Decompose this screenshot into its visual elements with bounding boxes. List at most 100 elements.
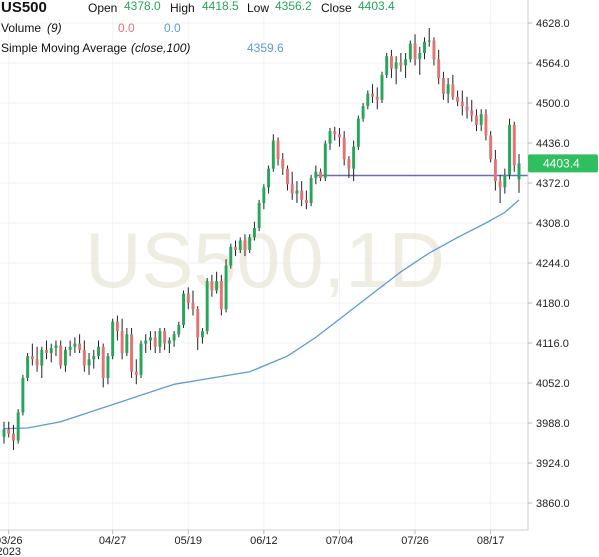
candle-body	[456, 96, 460, 102]
candle-body	[191, 303, 195, 310]
candle-body	[7, 429, 11, 434]
candle-body	[125, 334, 129, 353]
candle-body	[342, 137, 346, 160]
candle-body	[200, 331, 204, 338]
x-tick-label: 07/26	[401, 535, 429, 547]
candle-body	[30, 356, 34, 360]
candle-body	[517, 163, 521, 180]
candle-body	[446, 84, 450, 94]
candle-body	[347, 159, 351, 169]
volume-up-value: 0.0	[164, 21, 181, 35]
candle-body	[45, 349, 48, 354]
candle-body	[21, 378, 25, 413]
candle-body	[423, 41, 426, 53]
candle-body	[210, 281, 214, 291]
candle-body	[26, 356, 30, 379]
y-axis[interactable]: 4628.0 4564.0 4500.0 4436.0 4372.0 4308.0 4244…	[527, 0, 570, 530]
candle-body	[158, 331, 162, 347]
close-value: 4403.4	[358, 0, 395, 13]
candle-body	[248, 237, 252, 250]
candle-body	[484, 114, 488, 136]
candle-body	[40, 349, 44, 366]
candle-body	[290, 184, 294, 194]
candle-body	[328, 131, 332, 144]
y-tick-label: 3924.0	[536, 458, 570, 470]
x-tick-label: 08/17	[477, 535, 505, 547]
y-tick-label: 4180.0	[536, 298, 570, 310]
y-tick-label: 4372.0	[536, 178, 570, 190]
sma-value: 4359.6	[247, 41, 284, 55]
candle-body	[333, 131, 337, 135]
candle-body	[314, 171, 318, 178]
y-tick-label: 3860.0	[536, 498, 570, 510]
candle-body	[144, 340, 148, 344]
candle-body	[489, 135, 493, 160]
candle-body	[451, 84, 455, 97]
candle-body	[323, 143, 327, 179]
y-tick-label: 4052.0	[536, 378, 570, 390]
candle-body	[304, 199, 308, 204]
volume-param: (9)	[47, 21, 62, 35]
candle-body	[276, 140, 280, 160]
candle-body	[356, 118, 360, 147]
candle-body	[460, 101, 464, 107]
low-value: 4356.2	[275, 0, 312, 13]
x-tick-label: 05/19	[175, 535, 203, 547]
candle-body	[262, 187, 266, 204]
candle-body	[163, 331, 167, 344]
x-tick-label: 04/27	[99, 535, 127, 547]
candle-body	[78, 343, 82, 350]
candle-body	[16, 412, 20, 441]
candle-body	[106, 356, 110, 379]
candles	[2, 28, 521, 450]
candle-body	[267, 168, 271, 188]
candle-body	[427, 40, 431, 42]
candle-body	[63, 349, 67, 366]
candle-body	[271, 140, 275, 169]
candle-body	[167, 340, 171, 344]
candle-body	[238, 240, 242, 250]
y-tick-label: 4436.0	[536, 138, 570, 150]
candle-body	[92, 356, 96, 360]
candle-body	[186, 293, 190, 304]
candle-body	[418, 53, 422, 60]
x-axis[interactable]: 03/262023 04/27 05/19 06/12 07/04 07/26 08/17	[0, 529, 528, 557]
candle-body	[309, 178, 313, 203]
close-label: Close	[321, 1, 352, 15]
sma-param: (close,100)	[131, 41, 191, 55]
candle-body	[234, 246, 237, 250]
candle-body	[413, 43, 417, 60]
open-label: Open	[88, 1, 118, 15]
sma-label: Simple Moving Average	[1, 41, 127, 55]
candle-body	[120, 331, 124, 354]
candle-body	[182, 293, 186, 325]
candle-body	[219, 281, 223, 310]
candle-body	[215, 281, 219, 291]
candle-body	[281, 159, 285, 169]
candle-body	[196, 309, 200, 338]
candle-body	[87, 359, 91, 366]
candle-body	[35, 359, 39, 366]
volume-label: Volume	[1, 21, 42, 35]
candle-body	[361, 106, 365, 119]
candle-body	[493, 159, 497, 182]
candle-body	[408, 43, 412, 60]
candle-body	[498, 181, 502, 188]
candle-body	[59, 345, 63, 366]
candle-body	[470, 110, 474, 116]
watermark: US500,1D	[85, 216, 445, 304]
candle-body	[286, 168, 289, 185]
price-tag-label: 4403.4	[543, 156, 580, 170]
candle-body	[352, 146, 356, 169]
candle-body	[437, 59, 441, 78]
candle-body	[300, 190, 304, 200]
sma-line	[3, 199, 520, 430]
grid	[0, 0, 528, 530]
candle-body	[380, 74, 384, 100]
candle-body	[337, 134, 341, 138]
candle-body	[73, 343, 77, 347]
candle-body	[295, 190, 299, 194]
y-tick-label: 3988.0	[536, 418, 570, 430]
y-tick-label: 4308.0	[536, 218, 570, 230]
